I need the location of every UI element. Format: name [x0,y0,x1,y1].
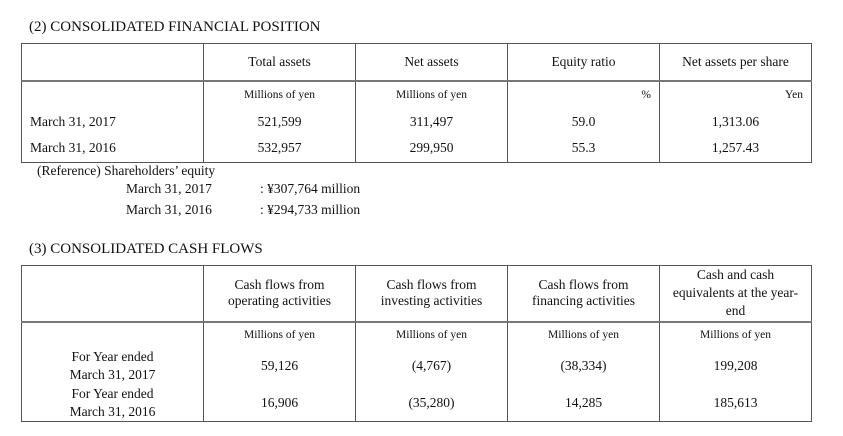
cell: 185,613 [659,384,812,422]
header-empty [21,43,204,82]
row-label: For Year ended March 31, 2017 [21,347,204,385]
cell: 14,285 [507,384,660,422]
table-row: March 31, 2017 521,599 311,497 59.0 1,31… [21,108,812,135]
unit-cell: % [507,80,660,109]
table-row: For Year ended March 31, 2017 59,126 (4,… [21,347,812,385]
row-label: For Year ended March 31, 2016 [21,384,204,422]
header-cell: Equity ratio [507,43,660,82]
header-cell: Cash flows from investing activities [355,265,508,323]
unit-cell: Millions of yen [203,321,356,348]
cell: 55.3 [507,134,660,163]
cell: 199,208 [659,347,812,385]
reference-label: March 31, 2017 [126,181,212,196]
header-empty [21,265,204,323]
header-cell: Cash flows from operating activities [203,265,356,323]
cell: 1,257.43 [659,134,812,163]
reference-label: March 31, 2016 [126,202,212,217]
header-cell: Net assets [355,43,508,82]
cell: 59,126 [203,347,356,385]
cell: 59.0 [507,108,660,135]
unit-empty [21,321,204,348]
reference-title: (Reference) Shareholders’ equity [37,163,216,178]
unit-empty [21,80,204,109]
cell: 311,497 [355,108,508,135]
unit-cell: Yen [659,80,812,109]
row-label: March 31, 2016 [21,134,204,163]
cell: 1,313.06 [659,108,812,135]
header-row: Cash flows from operating activities Cas… [21,265,812,323]
header-row: Total assets Net assets Equity ratio Net… [21,43,812,82]
unit-cell: Millions of yen [507,321,660,348]
reference-value: : ¥294,733 million [260,202,361,217]
cell: (38,334) [507,347,660,385]
header-cell: Cash flows from financing activities [507,265,660,323]
cell: 532,957 [203,134,356,163]
header-cell: Cash and cash equivalents at the year-en… [659,265,812,323]
table-row: March 31, 2016 532,957 299,950 55.3 1,25… [21,134,812,163]
cell: (35,280) [355,384,508,422]
units-row: Millions of yen Millions of yen Millions… [21,321,812,348]
cashflows-table: Cash flows from operating activities Cas… [21,265,812,422]
unit-cell: Millions of yen [355,321,508,348]
cell: (4,767) [355,347,508,385]
unit-cell: Millions of yen [355,80,508,109]
financial-position-title: (2) CONSOLIDATED FINANCIAL POSITION [29,19,321,35]
unit-cell: Millions of yen [659,321,812,348]
reference-value: : ¥307,764 million [260,181,361,196]
units-row: Millions of yen Millions of yen % Yen [21,80,812,109]
table-row: For Year ended March 31, 2016 16,906 (35… [21,384,812,422]
header-cell: Total assets [203,43,356,82]
cell: 16,906 [203,384,356,422]
cell: 299,950 [355,134,508,163]
row-label: March 31, 2017 [21,108,204,135]
header-cell: Net assets per share [659,43,812,82]
cell: 521,599 [203,108,356,135]
cashflows-title: (3) CONSOLIDATED CASH FLOWS [29,241,263,257]
financial-position-table: Total assets Net assets Equity ratio Net… [21,43,812,163]
unit-cell: Millions of yen [203,80,356,109]
